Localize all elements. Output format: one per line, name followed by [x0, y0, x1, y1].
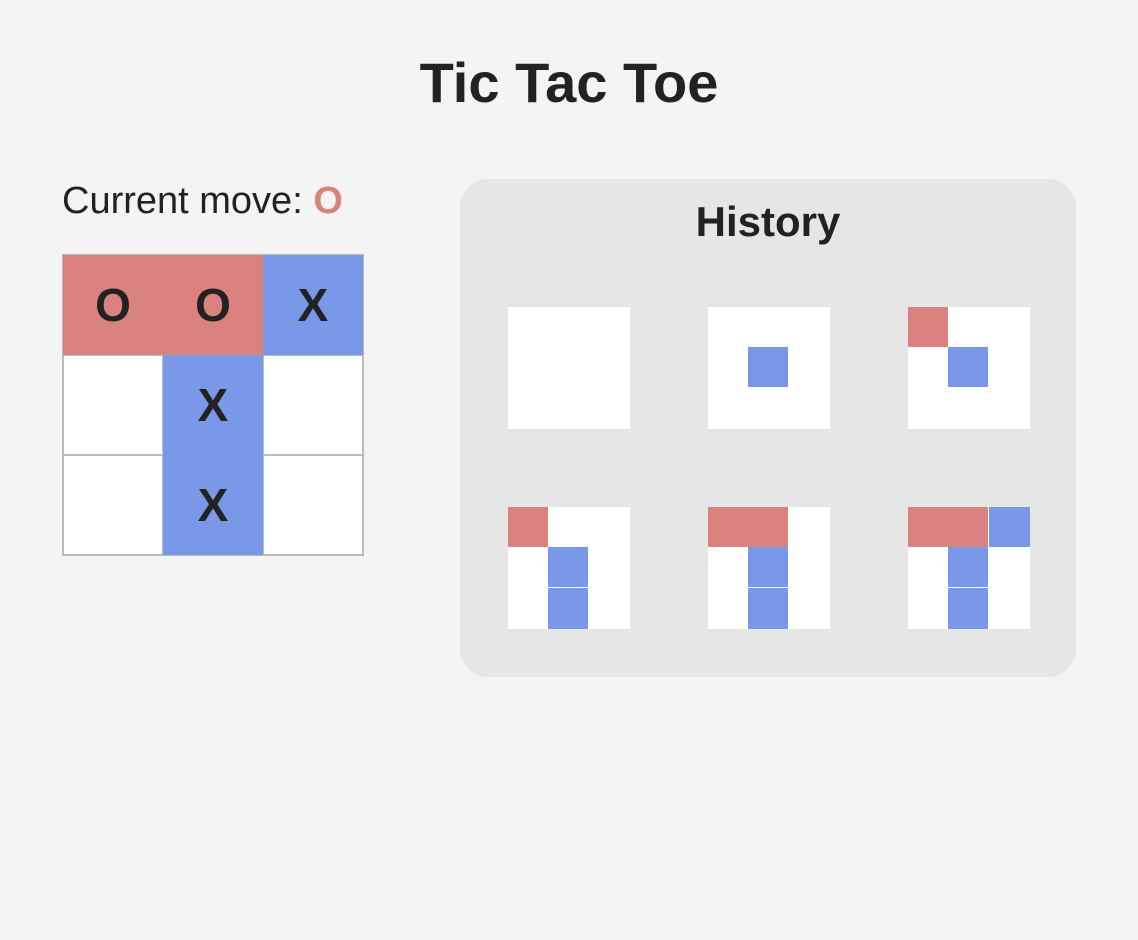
current-move-label: Current move:	[62, 180, 303, 222]
history-mini-cell	[508, 307, 548, 347]
history-mini-cell	[908, 547, 948, 587]
history-mini-cell	[708, 507, 748, 547]
board-cell-1-1[interactable]: X	[163, 355, 263, 455]
history-mini-cell	[948, 507, 988, 547]
history-mini-cell	[748, 388, 788, 429]
board-cell-1-0[interactable]	[63, 355, 163, 455]
history-mini-cell	[789, 307, 830, 347]
history-mini-cell	[508, 388, 548, 429]
history-mini-cell	[948, 307, 988, 347]
history-mini-cell	[948, 388, 988, 429]
history-mini-cell	[908, 307, 948, 347]
history-mini-cell	[548, 347, 588, 387]
history-mini-cell	[548, 547, 588, 587]
board-cell-0-2[interactable]: X	[263, 255, 363, 355]
history-mini-cell	[748, 547, 788, 587]
history-mini-cell	[989, 507, 1030, 547]
history-mini-cell	[548, 388, 588, 429]
page-title: Tic Tac Toe	[419, 51, 719, 114]
history-mini-cell	[989, 388, 1030, 429]
history-mini-cell	[989, 547, 1030, 587]
history-mini-cell	[908, 347, 948, 387]
history-mini-cell	[508, 347, 548, 387]
history-mini-cell	[748, 588, 788, 629]
history-move-2[interactable]	[908, 307, 1030, 429]
history-mini-cell	[508, 547, 548, 587]
history-mini-cell	[748, 307, 788, 347]
history-mini-cell	[908, 507, 948, 547]
history-mini-cell	[989, 307, 1030, 347]
history-mini-cell	[708, 388, 748, 429]
history-move-1[interactable]	[708, 307, 830, 429]
history-mini-cell	[508, 507, 548, 547]
history-mini-cell	[508, 588, 548, 629]
history-mini-cell	[908, 588, 948, 629]
history-move-4[interactable]	[708, 507, 830, 629]
history-mini-cell	[789, 588, 830, 629]
history-mini-cell	[589, 507, 630, 547]
history-mini-cell	[548, 507, 588, 547]
history-mini-cell	[589, 388, 630, 429]
history-mini-cell	[789, 347, 830, 387]
current-player-indicator: O	[313, 180, 343, 222]
history-move-5[interactable]	[908, 507, 1030, 629]
history-mini-cell	[548, 588, 588, 629]
history-panel: History	[460, 179, 1076, 677]
history-mini-cell	[708, 307, 748, 347]
history-mini-cell	[589, 347, 630, 387]
history-mini-cell	[908, 388, 948, 429]
history-mini-cell	[708, 547, 748, 587]
history-move-0[interactable]	[508, 307, 630, 429]
history-move-3[interactable]	[508, 507, 630, 629]
history-mini-cell	[789, 388, 830, 429]
history-mini-cell	[989, 347, 1030, 387]
history-mini-cell	[748, 507, 788, 547]
history-title: History	[695, 198, 841, 245]
history-mini-cell	[589, 547, 630, 587]
history-mini-cell	[708, 588, 748, 629]
history-mini-cell	[789, 547, 830, 587]
board-cell-0-0[interactable]: O	[63, 255, 163, 355]
history-mini-cell	[708, 347, 748, 387]
history-mini-cell	[789, 507, 830, 547]
history-mini-cell	[589, 588, 630, 629]
history-mini-cell	[589, 307, 630, 347]
history-mini-cell	[548, 307, 588, 347]
board-cell-2-0[interactable]	[63, 455, 163, 555]
board-cell-1-2[interactable]	[263, 355, 363, 455]
board-cell-0-1[interactable]: O	[163, 255, 263, 355]
history-mini-cell	[948, 347, 988, 387]
current-move-status: Current move: O	[62, 178, 343, 224]
history-mini-cell	[948, 588, 988, 629]
board-cell-2-2[interactable]	[263, 455, 363, 555]
history-mini-cell	[948, 547, 988, 587]
board-cell-2-1[interactable]: X	[163, 455, 263, 555]
history-mini-cell	[748, 347, 788, 387]
history-mini-cell	[989, 588, 1030, 629]
